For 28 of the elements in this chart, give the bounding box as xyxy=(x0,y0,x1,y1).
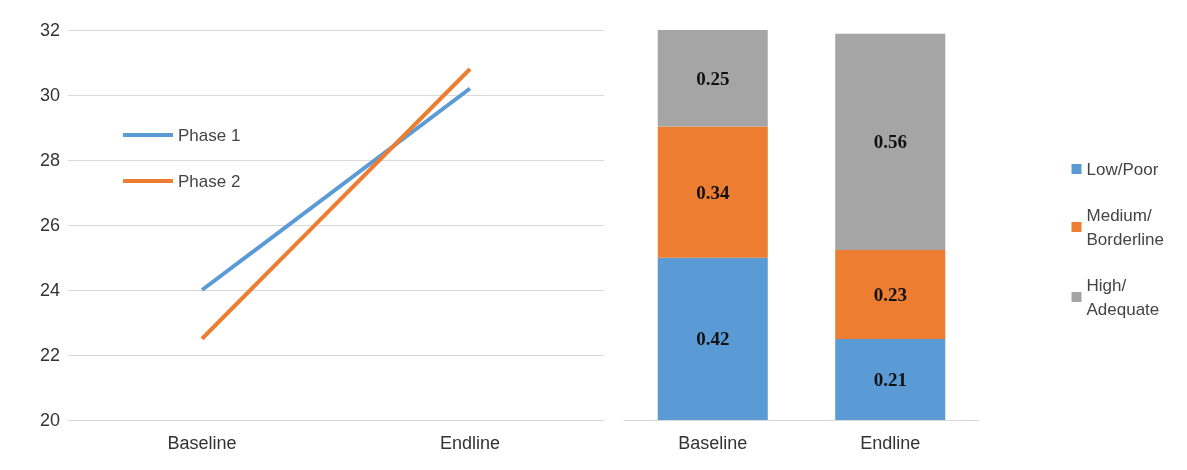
y-tick-label: 22 xyxy=(39,345,60,365)
bar xyxy=(657,126,768,258)
x-tick-label: Endline xyxy=(860,433,921,453)
data-label: 0.21 xyxy=(873,368,907,390)
data-label: 0.25 xyxy=(696,67,730,89)
y-tick-label: 26 xyxy=(39,215,60,235)
y-tick-label: 28 xyxy=(39,150,60,170)
bar xyxy=(657,257,768,420)
y-tick-label: 32 xyxy=(39,20,60,40)
legend-label: Low/Poor xyxy=(1086,159,1159,179)
bar xyxy=(835,33,946,251)
bar xyxy=(835,338,946,420)
x-tick-label: Baseline xyxy=(678,433,748,453)
data-label: 0.42 xyxy=(696,328,730,350)
legend-label: High/ Adequate xyxy=(1086,275,1160,319)
y-tick-label: 24 xyxy=(39,280,60,300)
x-tick-label: Endline xyxy=(439,433,501,453)
data-label: 0.23 xyxy=(873,284,907,306)
data-label: 0.34 xyxy=(696,181,730,203)
legend-label: Medium/ Borderline xyxy=(1086,205,1165,249)
bar xyxy=(835,250,946,339)
bar xyxy=(657,30,768,127)
y-tick-label: 30 xyxy=(39,85,60,105)
legend-label: Phase 1 xyxy=(178,125,241,145)
legend-label: Phase 2 xyxy=(178,171,241,191)
data-label: 0.56 xyxy=(873,131,907,153)
x-tick-label: Baseline xyxy=(167,433,237,453)
y-tick-label: 20 xyxy=(39,410,60,430)
